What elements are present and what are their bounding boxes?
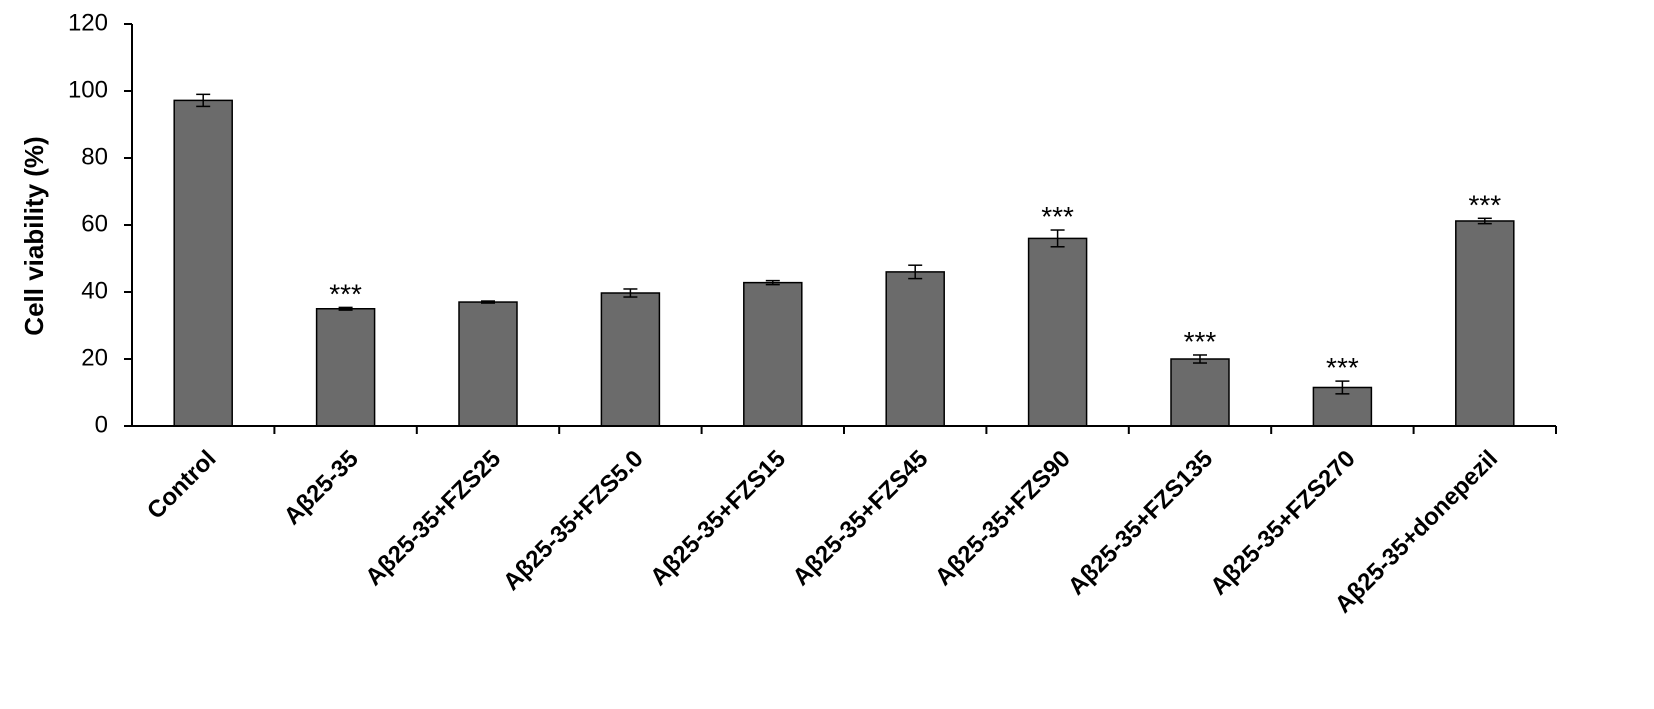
x-labels-layer: Control Aβ25-35Aβ25-35+FZS25Aβ25-35+FZS5.… <box>142 445 1503 618</box>
y-tick-label: 100 <box>68 76 108 103</box>
bar <box>885 271 945 427</box>
x-tick-label: Aβ25-35+FZS270 <box>1205 445 1360 600</box>
bar <box>173 99 233 427</box>
error-bar <box>1477 217 1492 225</box>
x-tick-label: Aβ25-35+FZS45 <box>787 445 933 591</box>
x-tick-label: Control <box>142 445 221 524</box>
y-tick-label: 0 <box>95 411 108 438</box>
error-bar <box>481 300 495 304</box>
error-bars-layer <box>196 93 1492 395</box>
error-bar <box>765 279 780 286</box>
error-bar <box>1050 229 1065 248</box>
y-tick-label: 120 <box>68 9 108 36</box>
y-tick-label: 40 <box>81 277 108 304</box>
y-tick-label: 80 <box>81 143 108 170</box>
error-bar <box>196 93 211 108</box>
x-tick-label: Aβ25-35+FZS15 <box>645 445 791 591</box>
significance-label: *** <box>1468 189 1501 220</box>
bars-layer <box>173 99 1515 427</box>
error-bar <box>623 288 638 298</box>
x-tick-label: Aβ25-35 <box>279 445 364 530</box>
annotations-layer: *** *** *** *** *** <box>329 189 1501 383</box>
x-tick-label: Aβ25-35+FZS135 <box>1063 445 1218 600</box>
significance-label: *** <box>329 278 362 309</box>
bar <box>600 292 661 427</box>
bar <box>743 281 803 427</box>
error-bar <box>908 264 923 280</box>
error-bar <box>1193 354 1207 364</box>
bar <box>1027 237 1088 427</box>
y-tick-label: 20 <box>81 344 108 371</box>
bar <box>458 301 518 427</box>
x-tick-label: Aβ25-35+FZS5.0 <box>498 445 649 596</box>
bar <box>1170 358 1230 427</box>
y-axis-label: Cell viability (%) <box>19 136 49 335</box>
significance-label: *** <box>1326 352 1359 383</box>
bar <box>315 308 376 427</box>
error-bar <box>1335 380 1350 395</box>
y-ticks-layer: 0 20 40 60 80 100 120 <box>68 9 132 438</box>
significance-label: *** <box>1041 201 1074 232</box>
x-tick-label: Aβ25-35+FZS90 <box>930 445 1076 591</box>
significance-label: *** <box>1184 326 1217 357</box>
bar <box>1455 220 1515 427</box>
x-tick-label: Aβ25-35+donepezil <box>1330 445 1503 618</box>
error-bar <box>338 306 353 311</box>
y-tick-label: 60 <box>81 210 108 237</box>
x-tick-label: Aβ25-35+FZS25 <box>360 445 506 591</box>
